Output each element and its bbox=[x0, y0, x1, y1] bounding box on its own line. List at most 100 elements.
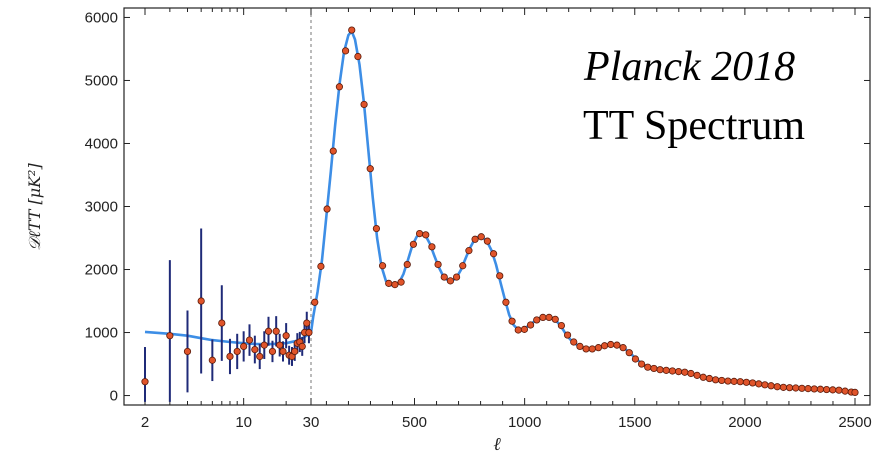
data-point bbox=[736, 378, 744, 386]
data-point bbox=[366, 165, 374, 173]
data-point bbox=[563, 331, 572, 339]
x-tick-label: 2500 bbox=[838, 414, 871, 431]
data-point bbox=[348, 26, 356, 34]
data-point bbox=[240, 342, 248, 350]
data-point bbox=[851, 388, 859, 396]
data-point bbox=[256, 352, 264, 361]
y-tick-label: 5000 bbox=[85, 72, 118, 89]
data-point bbox=[378, 262, 387, 270]
y-tick-label: 4000 bbox=[85, 135, 118, 152]
data-point bbox=[810, 385, 818, 393]
data-point bbox=[742, 378, 751, 386]
data-point bbox=[403, 260, 411, 269]
data-point bbox=[576, 342, 584, 350]
data-point bbox=[279, 347, 287, 356]
data-point bbox=[792, 384, 800, 392]
data-point bbox=[533, 316, 541, 324]
data-point bbox=[489, 250, 498, 258]
data-point bbox=[251, 345, 259, 354]
data-point bbox=[526, 321, 535, 329]
data-point bbox=[687, 369, 695, 378]
data-point bbox=[625, 349, 633, 357]
data-point bbox=[341, 47, 350, 55]
data-point bbox=[272, 327, 280, 335]
data-point bbox=[570, 338, 578, 346]
data-point bbox=[607, 340, 615, 349]
y-tick-label: 0 bbox=[110, 388, 118, 405]
x-tick-label: 30 bbox=[303, 414, 320, 431]
data-point bbox=[298, 342, 306, 350]
x-tick-label: 1000 bbox=[508, 414, 541, 431]
data-point bbox=[502, 298, 510, 306]
data-point bbox=[446, 277, 455, 285]
data-point bbox=[208, 356, 216, 364]
data-point bbox=[305, 328, 313, 337]
data-point bbox=[798, 384, 806, 392]
data-point bbox=[557, 321, 566, 330]
y-tick-label: 3000 bbox=[85, 199, 118, 216]
data-point bbox=[600, 342, 609, 350]
data-point bbox=[245, 336, 254, 344]
y-axis: 0 1000 2000 3000 4000 5000 6000 bbox=[85, 9, 870, 405]
data-point bbox=[693, 371, 701, 379]
data-point bbox=[631, 355, 640, 363]
data-point bbox=[264, 327, 273, 335]
data-point bbox=[354, 52, 362, 61]
data-point bbox=[452, 273, 461, 281]
data-point bbox=[311, 298, 319, 306]
data-point bbox=[650, 364, 658, 373]
data-point bbox=[276, 341, 284, 349]
data-point bbox=[197, 297, 205, 305]
data-point bbox=[317, 262, 325, 270]
data-point bbox=[385, 279, 393, 287]
y-tick-label: 6000 bbox=[85, 9, 118, 26]
data-point bbox=[804, 385, 812, 393]
x-axis-label: ℓ bbox=[493, 434, 501, 455]
data-point bbox=[822, 385, 831, 394]
data-point bbox=[644, 363, 652, 371]
x-tick-label: 2 bbox=[141, 414, 149, 431]
data-point bbox=[829, 386, 837, 394]
data-point bbox=[496, 272, 504, 280]
data-point bbox=[360, 100, 368, 109]
data-point bbox=[539, 313, 547, 322]
data-point bbox=[226, 352, 234, 361]
chart-title-line2: TT Spectrum bbox=[583, 103, 805, 149]
data-point bbox=[674, 368, 683, 376]
data-point bbox=[391, 281, 399, 289]
data-point bbox=[841, 387, 849, 395]
data-point bbox=[551, 315, 559, 323]
data-point bbox=[477, 233, 485, 241]
data-point bbox=[428, 243, 436, 251]
data-point bbox=[835, 386, 843, 394]
data-point bbox=[588, 345, 596, 353]
data-point bbox=[668, 367, 677, 375]
data-point bbox=[656, 366, 664, 374]
data-point bbox=[773, 383, 781, 391]
data-point bbox=[508, 317, 516, 325]
data-point bbox=[233, 347, 241, 356]
data-point bbox=[699, 373, 707, 381]
data-point bbox=[415, 229, 424, 238]
data-point bbox=[520, 325, 529, 333]
data-point bbox=[422, 231, 430, 239]
data-points bbox=[141, 26, 859, 396]
data-point bbox=[409, 240, 418, 248]
data-point bbox=[471, 235, 479, 243]
data-point bbox=[705, 374, 714, 383]
data-point bbox=[711, 376, 720, 384]
x-axis: 2 10 30 500 1000 1500 2000 2500 bbox=[141, 8, 872, 431]
data-point bbox=[785, 384, 794, 392]
data-point bbox=[718, 376, 726, 385]
y-tick-label: 1000 bbox=[85, 325, 118, 342]
data-point bbox=[662, 366, 670, 374]
data-point bbox=[218, 319, 226, 327]
data-point bbox=[767, 382, 775, 390]
data-point bbox=[514, 326, 522, 334]
data-point bbox=[303, 319, 311, 327]
data-point bbox=[183, 347, 192, 356]
data-point bbox=[268, 347, 277, 356]
x-tick-label: 500 bbox=[402, 414, 427, 431]
data-point bbox=[637, 360, 646, 368]
